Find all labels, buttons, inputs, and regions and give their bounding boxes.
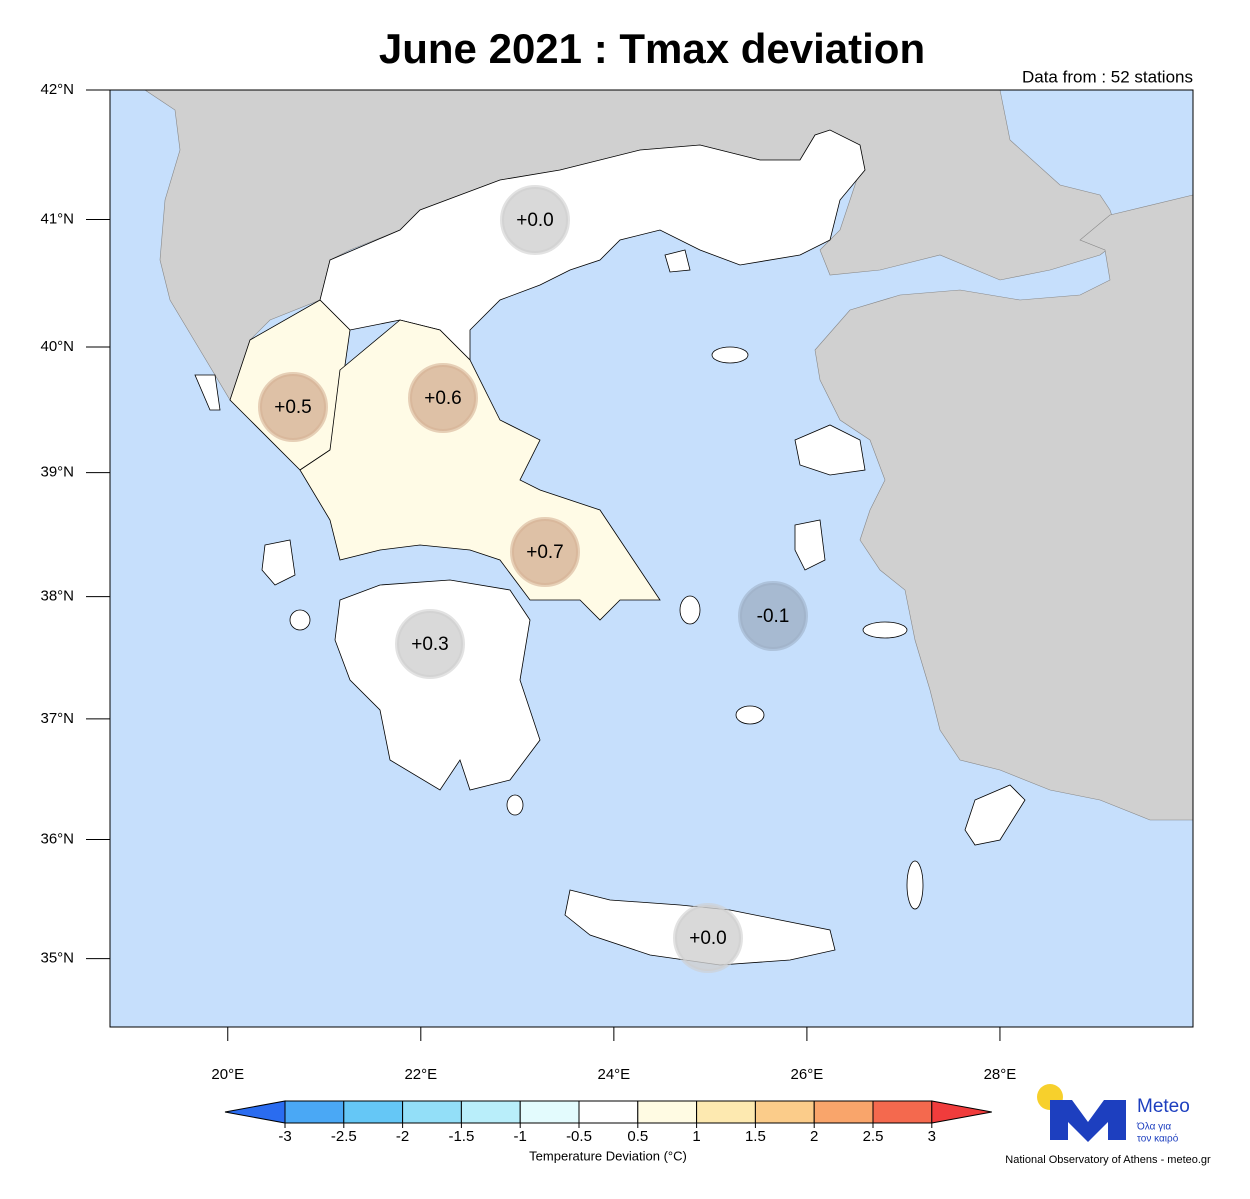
station-label: -0.1 [757,606,790,627]
station-label: +0.0 [516,210,554,231]
colorbar-tick-label: -3 [278,1128,291,1145]
island [862,621,908,639]
colorbar-low [224,1100,286,1124]
peloponnese [334,579,541,791]
colorbar-bin [402,1100,462,1124]
lon-tick-label: 22°E [404,1066,437,1083]
lat-tick-label: 41°N [40,210,74,227]
colorbar-bin [343,1100,404,1124]
lat-tick-label: 40°N [40,338,74,355]
station-label: +0.7 [526,542,564,563]
station-label: +0.5 [274,397,312,418]
credit: National Observatory of Athens - meteo.g… [1005,1154,1211,1166]
colorbar-tick-label: -2.5 [331,1128,357,1145]
station-marker [408,363,478,433]
logo: Meteo Όλα για τον καιρό National Observa… [1005,1084,1211,1166]
island [906,860,924,910]
station-marker [510,517,580,587]
station-label: +0.0 [689,928,727,949]
station-label: +0.3 [411,634,449,655]
lat-tick-label: 36°N [40,830,74,847]
island [711,346,749,364]
lon-tick-label: 24°E [598,1066,631,1083]
samothraki [664,249,691,273]
rhodes [964,784,1026,846]
map: 42°N 41°N 40°N 39°N 38°N 37°N 36°N 35°N 20°E 22°E… [40,81,1194,1083]
colorbar-bin [460,1100,521,1124]
lat-tick-label: 37°N [40,710,74,727]
map-frame [109,89,1194,1028]
lon-tick-label: 20°E [211,1066,244,1083]
lesvos [794,424,866,476]
colorbar-bin [284,1100,345,1124]
island [289,609,311,631]
station-marker [258,372,328,442]
kefalonia [261,539,296,586]
island [506,794,524,816]
colorbar-tick-label: 2.5 [863,1128,884,1145]
colorbar-tick-label: 1 [692,1128,700,1145]
lat-tick-label: 35°N [40,950,74,967]
subtitle: Data from : 52 stations [1022,67,1193,86]
lat-tick-label: 42°N [40,81,74,98]
colorbar-label: Temperature Deviation (°C) [529,1148,687,1163]
station-marker [673,903,743,973]
title: June 2021 : Tmax deviation [379,25,925,72]
colorbar-tick-label: 1.5 [745,1128,766,1145]
lon-tick-label: 26°E [791,1066,824,1083]
logo-tagline: Όλα για [1136,1122,1171,1133]
stations: +0.0 +0.5 +0.6 +0.7 +0.3 -0.1 +0.0 [258,185,808,973]
island [679,595,701,625]
colorbar-tick-label: -1 [514,1128,527,1145]
colorbar-bin [637,1100,698,1124]
station-marker [500,185,570,255]
colorbar-bin [872,1100,933,1124]
island [735,705,765,725]
colorbar-tick-label: -2 [396,1128,409,1145]
colorbar-bin [578,1100,639,1124]
colorbar-tick-label: 2 [810,1128,818,1145]
logo-mark [1050,1100,1126,1142]
axes: 42°N 41°N 40°N 39°N 38°N 37°N 36°N 35°N 20°E 22°E… [40,81,1016,1083]
station-marker [395,609,465,679]
colorbar-bin [754,1100,815,1124]
colorbar-tick-label: -0.5 [566,1128,592,1145]
corfu [194,374,221,411]
station-marker [738,581,808,651]
turkey [814,194,1194,821]
colorbar-tick-label: 0.5 [627,1128,648,1145]
lat-tick-label: 38°N [40,588,74,605]
chios [794,519,826,571]
colorbar-tick-label: 3 [928,1128,936,1145]
colorbar-bin [519,1100,580,1124]
colorbar-bin [696,1100,756,1124]
colorbar-bin [813,1100,874,1124]
lat-tick-label: 39°N [40,464,74,481]
colorbar-high [931,1100,992,1124]
lon-tick-label: 28°E [984,1066,1017,1083]
logo-name: Meteo [1137,1096,1190,1117]
colorbar: Temperature Deviation (°C) -3 -2.5 -2 -1.5 -… [224,1100,992,1163]
station-label: +0.6 [424,388,462,409]
logo-tagline: τον καιρό [1137,1133,1179,1145]
colorbar-tick-label: -1.5 [448,1128,474,1145]
